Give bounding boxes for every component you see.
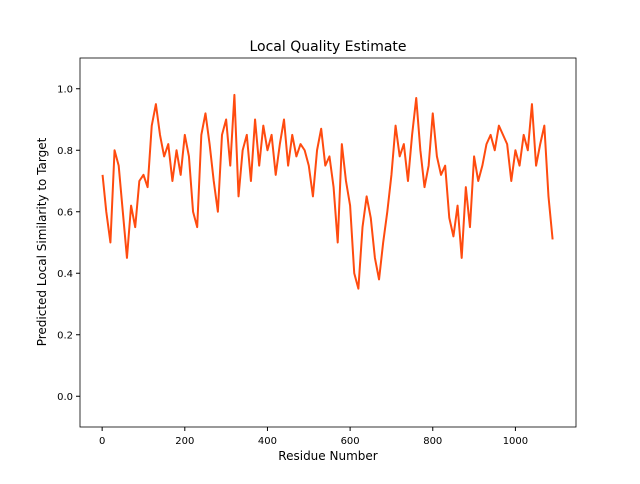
x-tick-label: 400 [258,436,277,447]
y-tick-label: 0.0 [57,392,73,403]
x-tick-label: 1000 [503,436,528,447]
x-axis-label: Residue Number [278,449,377,463]
x-tick-label: 600 [341,436,360,447]
x-tick-label: 0 [99,436,105,447]
y-tick-label: 0.4 [57,269,73,280]
x-tick-label: 200 [175,436,194,447]
y-tick-label: 0.2 [57,330,73,341]
chart-title: Local Quality Estimate [249,39,406,55]
y-tick-label: 0.6 [57,207,73,218]
y-tick-label: 0.8 [57,146,73,157]
x-tick-label: 800 [423,436,442,447]
line-series [101,93,554,290]
y-axis-label: Predicted Local Similarity to Target [35,137,49,346]
y-tick-label: 1.0 [57,84,73,95]
plot-frame [79,57,577,428]
